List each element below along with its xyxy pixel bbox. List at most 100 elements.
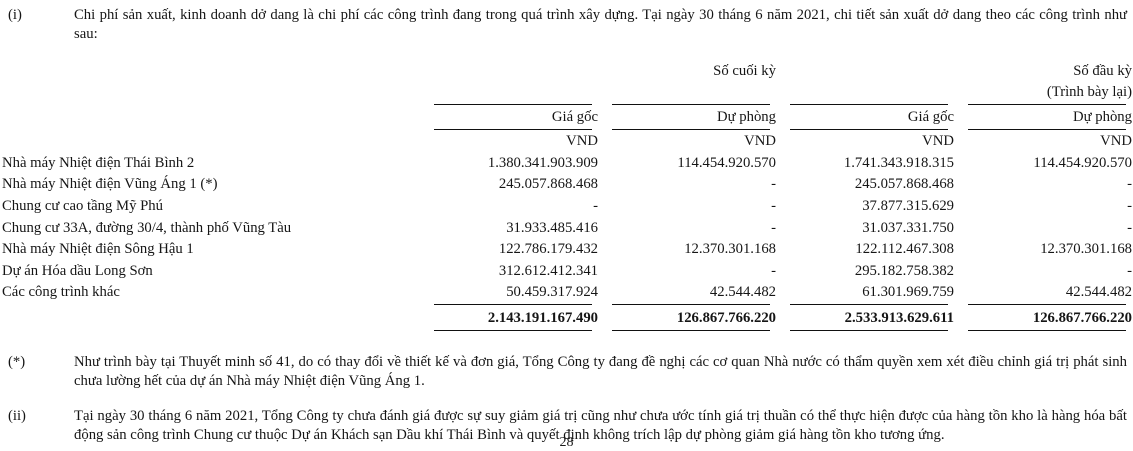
empty-cell: [2, 105, 420, 126]
cell-end-cost: 245.057.868.468: [498, 176, 598, 193]
cell-begin-provision: -: [1127, 219, 1132, 236]
spacer: [2, 391, 1131, 407]
cell-begin-provision: 114.454.920.570: [1033, 154, 1132, 171]
table-row: Nhà máy Nhiệt điện Vũng Áng 1 (*) 245.05…: [2, 172, 1132, 194]
empty-cell: [420, 60, 598, 81]
table-row: Dự án Hóa dầu Long Sơn 312.612.412.341 -…: [2, 258, 1132, 280]
rule-cell-begin-cost: [776, 101, 954, 106]
rule-cell-unit-end-cost: [420, 126, 598, 130]
table-row: Chung cư 33A, đường 30/4, thành phố Vũng…: [2, 215, 1132, 237]
unit-begin-cost: VND: [922, 133, 954, 150]
note-paragraph-star: (*) Như trình bày tại Thuyết minh số 41,…: [2, 353, 1131, 391]
table-unit-row: VND VND VND VND: [2, 130, 1132, 151]
cell-end-cost: 31.933.485.416: [506, 219, 598, 236]
column-header-end-cost: Giá gốc: [551, 108, 598, 125]
column-header-begin-cost: Giá gốc: [907, 108, 954, 125]
group-header-beginning-restated: (Trình bày lại): [1046, 84, 1132, 101]
page-number: 28: [559, 435, 574, 450]
totals-underline-end-cost: [420, 327, 598, 331]
unit-end-provision: VND: [744, 133, 776, 150]
rule-cell-unit-begin-cost: [776, 126, 954, 130]
empty-cell: [776, 81, 954, 102]
rule-cell-end-cost: [420, 101, 598, 106]
cell-begin-cost: 295.182.758.382: [854, 262, 954, 279]
note-star-text: Như trình bày tại Thuyết minh số 41, do …: [74, 353, 1127, 390]
row-label: Chung cư cao tầng Mỹ Phú: [2, 198, 163, 214]
row-label: Chung cư 33A, đường 30/4, thành phố Vũng…: [2, 219, 292, 236]
totals-begin-provision: 126.867.766.220: [1032, 309, 1132, 326]
table-column-header-row: Giá gốc Dự phòng Giá gốc Dự phòng: [2, 105, 1132, 126]
totals-end-cost: 2.143.191.167.490: [487, 309, 598, 326]
note-ii-text: Tại ngày 30 tháng 6 năm 2021, Tổng Công …: [74, 408, 1127, 444]
note-i-text: Chi phí sản xuất, kinh doanh dở dang là …: [74, 7, 1127, 43]
rule-cell-unit-end-provision: [598, 126, 776, 130]
row-label: Các công trình khác: [2, 284, 120, 301]
cell-end-provision: -: [771, 262, 776, 279]
unit-end-cost: VND: [566, 133, 598, 150]
table-group-header-row: Số cuối kỳ Số đầu kỳ: [2, 60, 1132, 81]
totals-label: [2, 305, 420, 327]
table-group-subheader-row: (Trình bày lại): [2, 81, 1132, 102]
note-ii-marker: (ii): [8, 408, 26, 425]
header-rule-row-bottom: [2, 126, 1132, 130]
empty-cell: [2, 130, 420, 151]
cell-end-provision: 114.454.920.570: [677, 154, 776, 171]
cell-begin-cost: 31.037.331.750: [862, 219, 954, 236]
cell-begin-cost: 122.112.467.308: [855, 241, 954, 258]
cell-end-provision: -: [771, 176, 776, 193]
cell-end-provision: -: [771, 219, 776, 236]
table-row: Nhà máy Nhiệt điện Sông Hậu 1 122.786.17…: [2, 237, 1132, 259]
cell-end-provision: -: [771, 198, 776, 214]
note-paragraph-ii: (ii) Tại ngày 30 tháng 6 năm 2021, Tổng …: [2, 407, 1131, 445]
cell-end-cost: 1.380.341.903.909: [487, 154, 598, 171]
group-header-ending: Số cuối kỳ: [713, 62, 776, 79]
totals-rule-begin-cost: [776, 301, 954, 306]
row-label: Nhà máy Nhiệt điện Thái Bình 2: [2, 154, 195, 171]
construction-in-progress-table: Số cuối kỳ Số đầu kỳ (Trình bày lại) Giá…: [2, 60, 1132, 331]
totals-begin-cost: 2.533.913.629.611: [844, 309, 954, 326]
cell-end-cost: 50.459.317.924: [506, 284, 598, 301]
totals-underline-row: [2, 327, 1132, 331]
cell-begin-cost: 1.741.343.918.315: [843, 154, 954, 171]
totals-underline-begin-cost: [776, 327, 954, 331]
table-totals-row: 2.143.191.167.490 126.867.766.220 2.533.…: [2, 305, 1132, 327]
row-label: Nhà máy Nhiệt điện Vũng Áng 1 (*): [2, 176, 218, 193]
empty-cell: [776, 60, 954, 81]
cell-begin-provision: -: [1127, 262, 1132, 279]
table-row: Nhà máy Nhiệt điện Thái Bình 2 1.380.341…: [2, 150, 1132, 172]
totals-rule-end-cost: [420, 301, 598, 306]
note-paragraph-i: (i) Chi phí sản xuất, kinh doanh dở dang…: [2, 6, 1131, 44]
cell-begin-provision: -: [1127, 176, 1132, 193]
unit-begin-provision: VND: [1100, 133, 1132, 150]
column-header-begin-provision: Dự phòng: [1073, 108, 1132, 125]
cell-end-cost: 122.786.179.432: [498, 241, 598, 258]
totals-underline-end-provision: [598, 327, 776, 331]
spacer: [2, 44, 1131, 60]
totals-underline-begin-provision: [954, 327, 1132, 331]
column-header-end-provision: Dự phòng: [717, 108, 776, 125]
cell-begin-cost: 37.877.315.629: [862, 198, 954, 214]
note-star-marker: (*): [8, 353, 26, 370]
cell-end-provision: 42.544.482: [709, 284, 776, 301]
empty-cell: [2, 60, 420, 81]
rule-cell-unit-begin-provision: [954, 126, 1132, 130]
empty-cell: [2, 81, 420, 102]
header-rule-row-top: [2, 101, 1132, 106]
cell-end-cost: 312.612.412.341: [498, 262, 598, 279]
empty-cell: [420, 81, 598, 102]
totals-end-provision: 126.867.766.220: [676, 309, 776, 326]
row-label: Dự án Hóa dầu Long Sơn: [2, 262, 153, 279]
row-label: Nhà máy Nhiệt điện Sông Hậu 1: [2, 241, 194, 258]
note-i-marker: (i): [8, 7, 22, 23]
empty-cell: [598, 81, 776, 102]
table-row: Các công trình khác 50.459.317.924 42.54…: [2, 280, 1132, 302]
cell-begin-cost: 245.057.868.468: [854, 176, 954, 193]
totals-rule-row: [2, 301, 1132, 306]
cell-begin-cost: 61.301.969.759: [862, 284, 954, 301]
table-row: Chung cư cao tầng Mỹ Phú - - 37.877.315.…: [2, 193, 1132, 215]
cell-end-provision: 12.370.301.168: [684, 241, 776, 258]
spacer: [2, 331, 1131, 353]
cell-begin-provision: -: [1127, 198, 1132, 214]
cell-begin-provision: 12.370.301.168: [1040, 241, 1132, 258]
